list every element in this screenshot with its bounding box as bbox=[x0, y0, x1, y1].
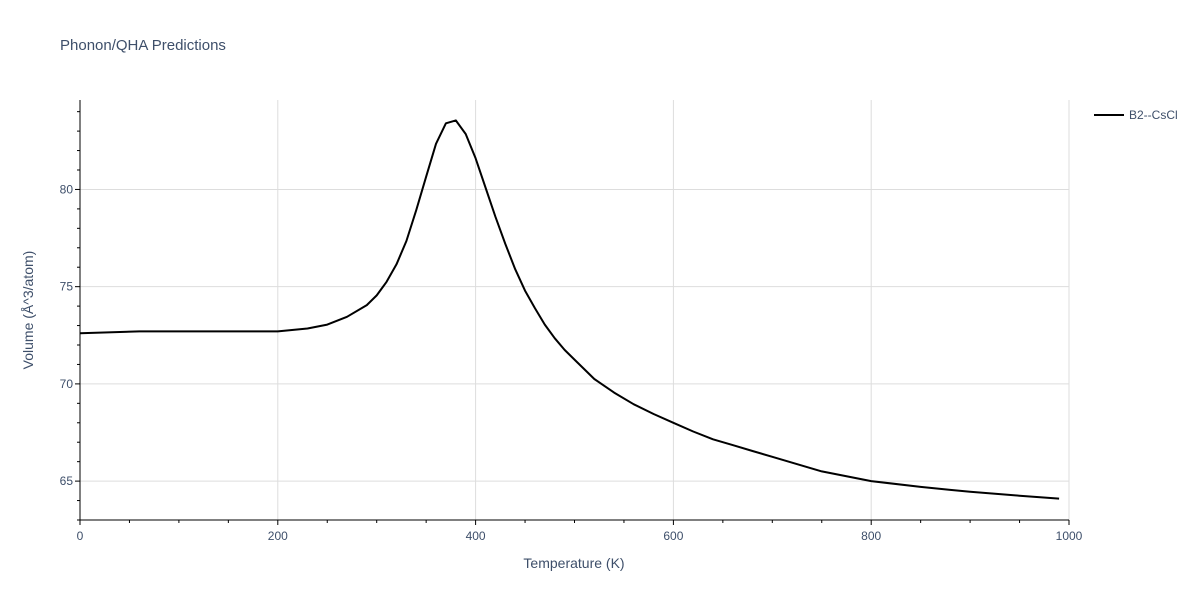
x-tick-label: 600 bbox=[663, 529, 683, 543]
x-tick-label: 200 bbox=[268, 529, 288, 543]
x-tick-label: 1000 bbox=[1056, 529, 1083, 543]
y-tick-label: 80 bbox=[60, 182, 74, 196]
x-tick-label: 400 bbox=[466, 529, 486, 543]
legend-label: B2--CsCl bbox=[1129, 108, 1178, 122]
x-tick-label: 800 bbox=[861, 529, 881, 543]
y-tick-label: 65 bbox=[60, 474, 74, 488]
series-layer bbox=[79, 119, 1060, 500]
x-tick-label: 0 bbox=[77, 529, 84, 543]
y-tick-label: 70 bbox=[60, 377, 74, 391]
chart-title: Phonon/QHA Predictions bbox=[60, 37, 226, 54]
axes: 0 200 400 600 800 1000 65 70 75 80 bbox=[60, 100, 1083, 543]
grid bbox=[80, 100, 1070, 520]
series-line-0[interactable] bbox=[79, 119, 1060, 500]
legend[interactable]: B2--CsCl bbox=[1094, 108, 1178, 122]
y-axis-title: Volume (Å^3/atom) bbox=[20, 251, 36, 370]
y-tick-label: 75 bbox=[60, 280, 74, 294]
x-axis-title: Temperature (K) bbox=[523, 555, 624, 571]
